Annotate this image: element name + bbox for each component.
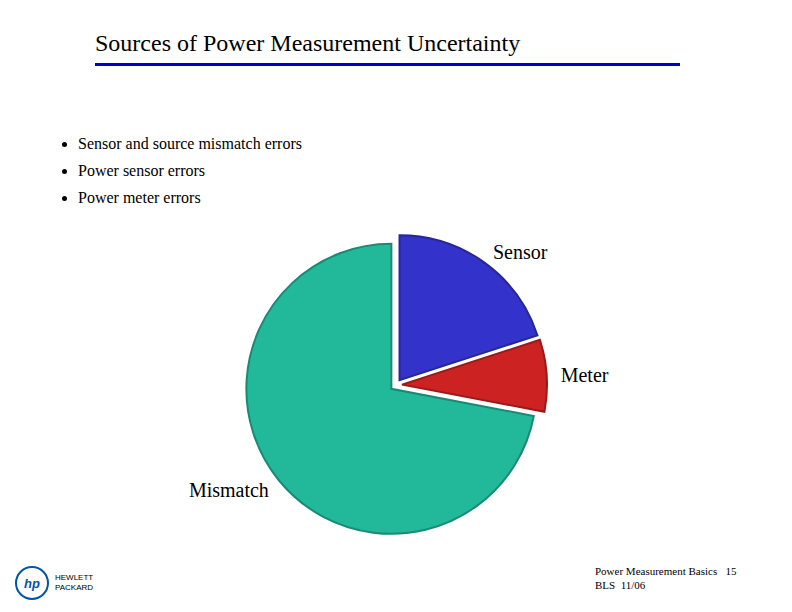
svg-text:Sensor: Sensor xyxy=(493,241,548,263)
html-text:HEWLETT PACKARD: HEWLETT PACKARD xyxy=(55,573,94,592)
html-text:Power meter errors: Power meter errors xyxy=(78,189,201,206)
html-text:Power sensor errors: Power sensor errors xyxy=(78,162,206,179)
html-text:Power Measurement Basics 15 BL: Power Measurement Basics 15 BLS 11/06 xyxy=(595,565,737,591)
svg-text:Meter: Meter xyxy=(561,364,609,386)
html-text:Sensor and source mismatch err: Sensor and source mismatch errors xyxy=(78,135,302,152)
svg-text:Mismatch: Mismatch xyxy=(189,479,269,501)
html-text:Sources of Power Measurement U: Sources of Power Measurement Uncertainty xyxy=(95,30,521,56)
html-text:hp: hp xyxy=(24,575,40,591)
